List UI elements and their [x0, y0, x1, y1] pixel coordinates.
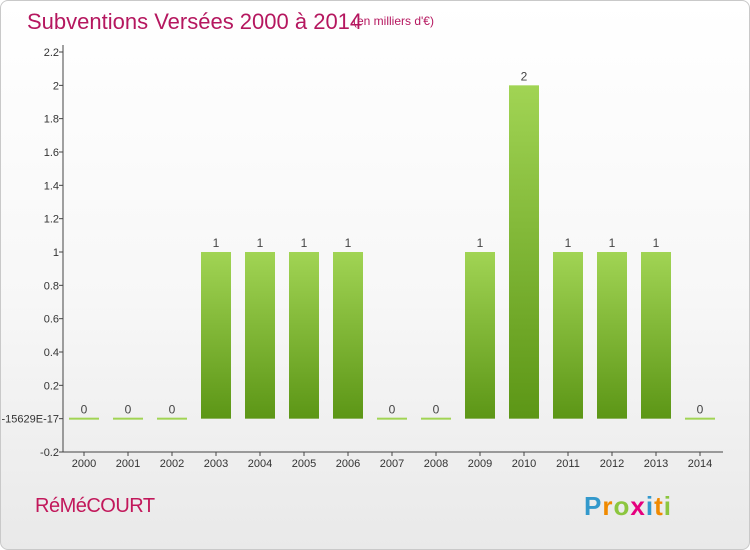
bar	[201, 252, 231, 419]
x-tick-label: 2003	[204, 458, 228, 470]
y-tick-label: -0.2	[40, 447, 59, 459]
value-label: 1	[213, 236, 220, 250]
y-tick-label: 1.2	[44, 214, 59, 226]
x-tick-label: 2009	[468, 458, 492, 470]
commune-name: RéMéCOURT	[35, 495, 155, 517]
bar	[685, 417, 715, 420]
value-label: 0	[697, 403, 704, 417]
x-tick-label: 2007	[380, 458, 404, 470]
logo-letter: x	[630, 491, 646, 521]
value-label: 0	[433, 403, 440, 417]
bar	[465, 252, 495, 419]
bar	[553, 252, 583, 419]
logo-letter: r	[602, 491, 614, 521]
value-label: 0	[389, 403, 396, 417]
y-tick-label: 1.6	[44, 147, 59, 159]
bar	[509, 85, 539, 419]
bar	[157, 417, 187, 420]
logo-letter: t	[654, 491, 664, 521]
y-tick-label: 1.4	[44, 180, 59, 192]
y-tick-label: 1.8	[44, 114, 59, 126]
y-tick-label: -15629E-17	[2, 414, 60, 426]
bar	[641, 252, 671, 419]
bar	[69, 417, 99, 420]
value-label: 0	[81, 403, 88, 417]
value-label: 1	[477, 236, 484, 250]
logo-letter: P	[584, 491, 603, 521]
y-tick-label: 0.4	[44, 347, 59, 359]
x-tick-label: 2002	[160, 458, 184, 470]
bar	[289, 252, 319, 419]
x-tick-label: 2011	[556, 458, 580, 470]
y-tick-label: 2	[53, 80, 59, 92]
x-tick-label: 2008	[424, 458, 448, 470]
y-tick-label: 0.2	[44, 380, 59, 392]
chart-title: Subventions Versées 2000 à 2014	[27, 9, 363, 34]
value-label: 1	[257, 236, 264, 250]
bar	[113, 417, 143, 420]
bar	[377, 417, 407, 420]
logo-letter: i	[663, 491, 672, 521]
proxiti-logo: Proxiti	[584, 491, 672, 522]
value-label: 1	[565, 236, 572, 250]
x-tick-label: 2010	[512, 458, 536, 470]
y-tick-label: 1	[53, 247, 59, 259]
x-tick-label: 2005	[292, 458, 316, 470]
bar	[333, 252, 363, 419]
x-tick-label: 2012	[600, 458, 624, 470]
value-label: 0	[169, 403, 176, 417]
x-tick-label: 2000	[72, 458, 96, 470]
value-label: 1	[345, 236, 352, 250]
bar	[421, 417, 451, 420]
bar	[597, 252, 627, 419]
y-tick-label: 0.8	[44, 280, 59, 292]
x-tick-label: 2014	[688, 458, 712, 470]
x-tick-label: 2013	[644, 458, 668, 470]
value-label: 1	[301, 236, 308, 250]
value-label: 2	[521, 69, 528, 83]
y-tick-label: 2.2	[44, 47, 59, 59]
chart-subtitle: (en milliers d'€)	[353, 14, 434, 28]
value-label: 0	[125, 403, 132, 417]
bar	[245, 252, 275, 419]
value-label: 1	[609, 236, 616, 250]
value-label: 1	[653, 236, 660, 250]
x-tick-label: 2001	[116, 458, 140, 470]
logo-letter: i	[645, 491, 655, 521]
y-tick-label: 0.6	[44, 314, 59, 326]
x-tick-label: 2004	[248, 458, 272, 470]
logo-letter: o	[613, 491, 631, 521]
x-tick-label: 2006	[336, 458, 360, 470]
